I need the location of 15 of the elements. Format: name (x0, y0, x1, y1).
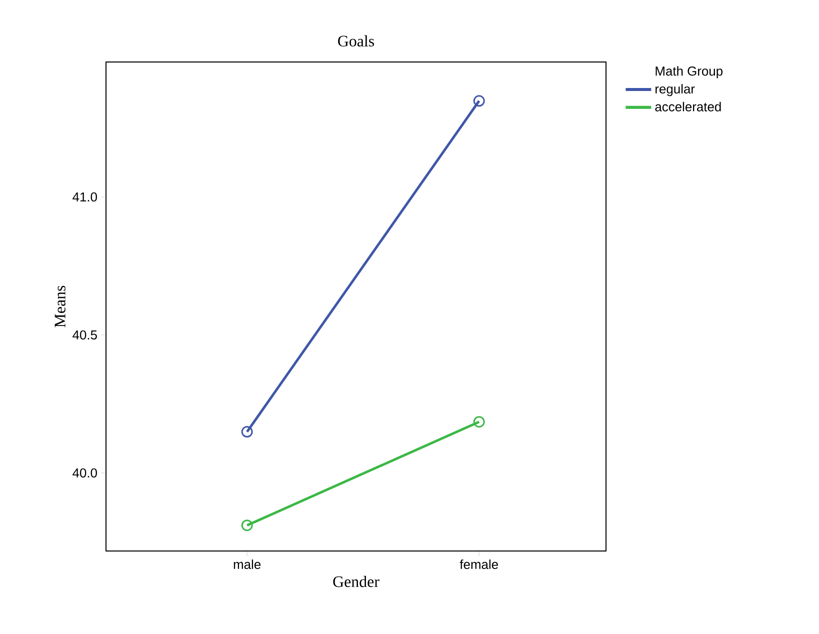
x-tick-label: female (460, 560, 498, 570)
chart-title: Goals (338, 35, 374, 46)
point (473, 416, 485, 428)
x-tick-label: male (234, 560, 261, 570)
y-tick-label: 40.5 (72, 330, 97, 340)
y-tick-label: 40.0 (72, 468, 97, 478)
point (241, 426, 253, 438)
point (241, 520, 253, 532)
legend-label: accelerated (655, 102, 721, 112)
legend-label: regular (656, 84, 695, 96)
x-axis-title: Gender (333, 576, 380, 588)
y-axis-title: Means (54, 286, 66, 328)
y-tick-label: 41.0 (72, 192, 97, 202)
legend-title: Math Group (656, 66, 723, 78)
point (473, 95, 485, 107)
